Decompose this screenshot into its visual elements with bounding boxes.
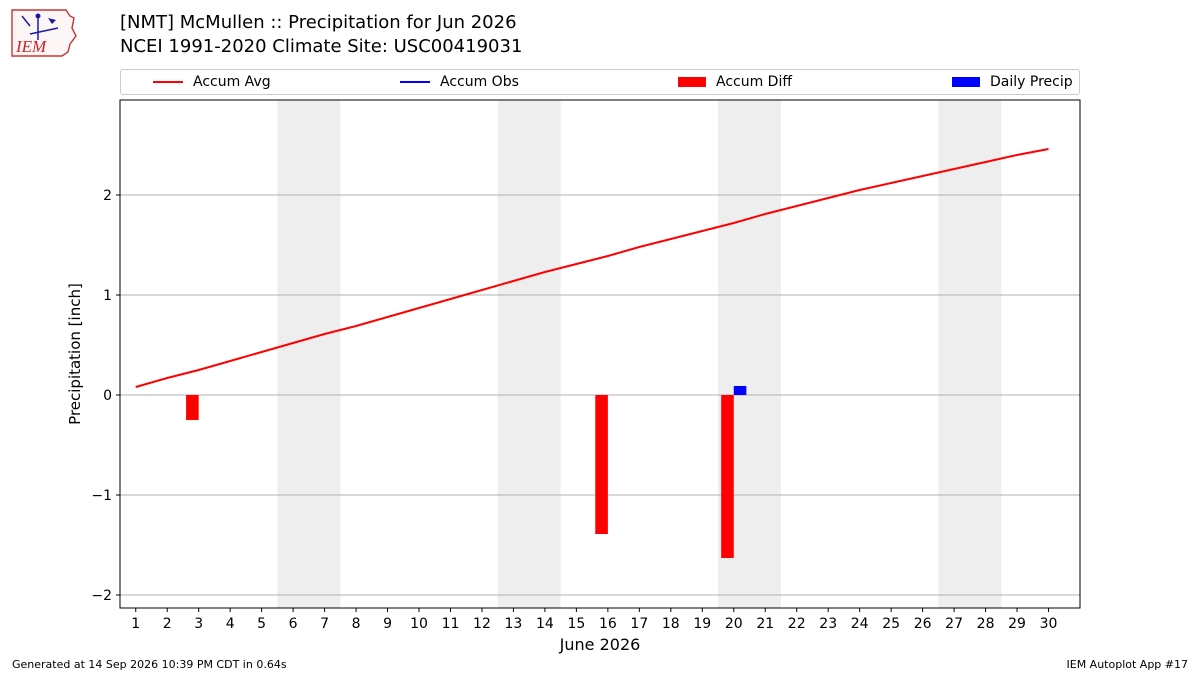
y-tick-label: 1 [103,288,112,304]
accum-diff-bar [721,395,734,558]
chart-legend: Accum Avg Accum Obs Accum Diff Daily Pre… [120,69,1080,95]
x-tick-label: 21 [756,616,774,632]
x-tick-label: 9 [383,616,392,632]
x-tick-label: 29 [1008,616,1026,632]
legend-item-accum-obs: Accum Obs [400,70,519,94]
legend-item-accum-avg: Accum Avg [153,70,271,94]
x-tick-label: 5 [257,616,266,632]
x-tick-label: 27 [945,616,963,632]
x-axis-label: June 2026 [559,635,641,654]
y-tick-label: 2 [103,188,112,204]
y-axis-label: Precipitation [inch] [66,283,84,425]
iem-logo-graphic: IEM [11,9,77,57]
x-tick-label: 16 [599,616,617,632]
plot-frame [119,99,1081,609]
weekend-shade [497,100,561,608]
x-tick-label: 8 [352,616,361,632]
chart-subtitle: NCEI 1991-2020 Climate Site: USC00419031 [120,36,523,57]
legend-label-accum-obs: Accum Obs [440,74,519,90]
x-tick-label: 20 [725,616,743,632]
x-tick-label: 17 [630,616,648,632]
x-tick-label: 7 [320,616,329,632]
y-tick-label: −2 [91,588,112,604]
accum-diff-bar [595,395,608,534]
legend-swatch-accum-obs [400,81,430,83]
legend-swatch-daily-precip [952,77,980,87]
legend-item-accum-diff: Accum Diff [678,70,792,94]
footer-generated: Generated at 14 Sep 2026 10:39 PM CDT in… [12,658,287,671]
accum-diff-bar [186,395,199,420]
legend-swatch-accum-diff [678,77,706,87]
x-tick-label: 6 [289,616,298,632]
x-tick-label: 10 [410,616,428,632]
x-tick-label: 15 [567,616,585,632]
x-tick-label: 23 [819,616,837,632]
x-tick-label: 28 [977,616,995,632]
x-tick-label: 18 [662,616,680,632]
x-tick-label: 22 [788,616,806,632]
y-tick-label: 0 [103,388,112,404]
x-tick-label: 11 [442,616,460,632]
logo-text: IEM [15,37,47,56]
x-tick-label: 14 [536,616,554,632]
x-tick-label: 1 [131,616,140,632]
footer-app: IEM Autoplot App #17 [1066,658,1189,671]
weekend-shade [938,100,1002,608]
accum-avg-line [135,148,1049,388]
x-tick-label: 30 [1040,616,1058,632]
x-tick-label: 26 [914,616,932,632]
x-tick-label: 25 [882,616,900,632]
daily-precip-bar [733,386,747,395]
x-tick-label: 4 [226,616,235,632]
y-tick-label: −1 [91,488,112,504]
x-tick-label: 2 [163,616,172,632]
x-tick-label: 24 [851,616,869,632]
weekend-shade [277,100,341,608]
x-tick-label: 3 [194,616,203,632]
legend-item-daily-precip: Daily Precip [952,70,1073,94]
chart-title: [NMT] McMullen :: Precipitation for Jun … [120,12,517,33]
x-tick-label: 13 [505,616,523,632]
legend-label-accum-diff: Accum Diff [716,74,793,90]
x-tick-label: 19 [693,616,711,632]
legend-label-daily-precip: Daily Precip [990,74,1073,90]
iem-logo: IEM [8,6,80,58]
x-tick-label: 12 [473,616,491,632]
legend-swatch-accum-avg [153,81,183,83]
legend-label-accum-avg: Accum Avg [193,74,271,90]
